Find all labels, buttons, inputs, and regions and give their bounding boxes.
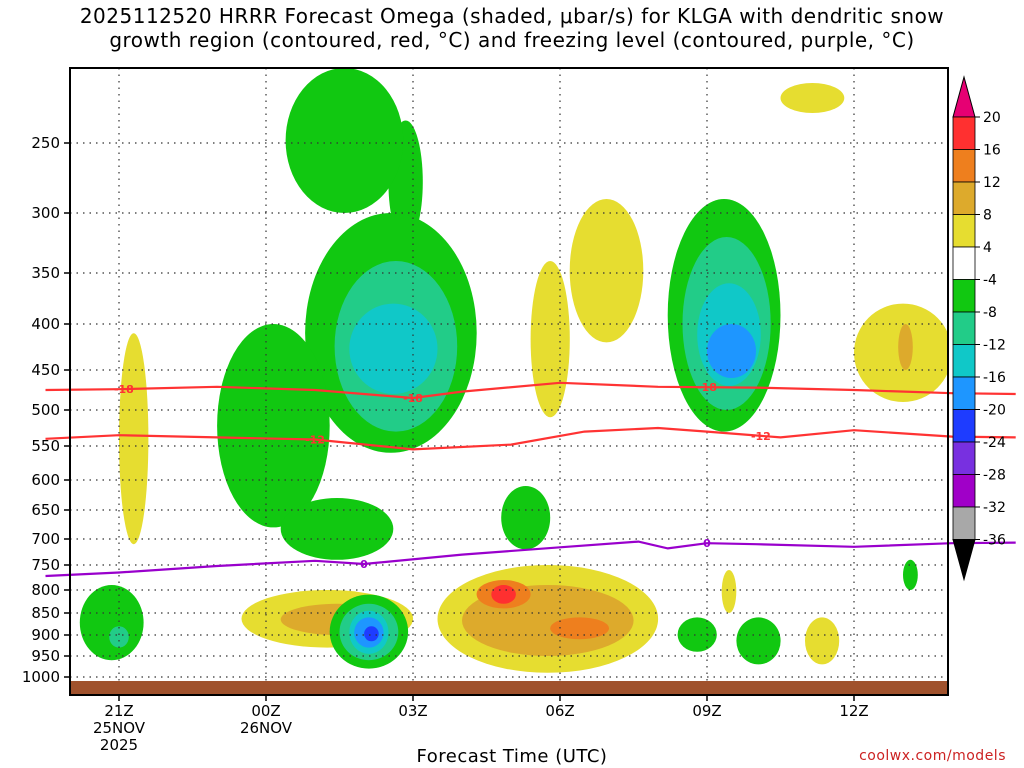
contour-layer: -18 -18 -18 -12 -12 0 0	[45, 381, 1016, 578]
x-tick-label-0-2: 2025	[100, 736, 138, 754]
omega-region-35	[721, 570, 737, 613]
omega-region-24	[550, 617, 609, 640]
omega-region-11	[501, 486, 551, 550]
y-tick-label-400: 400	[31, 315, 60, 333]
colorbar-label-8: -16	[983, 370, 1006, 386]
contour-dgz-minus18	[45, 381, 1016, 400]
chart-title: 2025112520 HRRR Forecast Omega (shaded, …	[0, 4, 1024, 52]
x-axis-title: Forecast Time (UTC)	[416, 746, 608, 767]
omega-shading-layer	[79, 68, 948, 673]
colorbar-label-3: 8	[983, 208, 992, 224]
y-tick-label-700: 700	[31, 530, 60, 548]
colorbar-label-1: 16	[983, 143, 1001, 159]
omega-region-4	[280, 498, 394, 560]
colorbar-swatch-12	[952, 506, 976, 540]
omega-region-1	[285, 68, 404, 213]
colorbar-swatch-1	[952, 149, 976, 183]
colorbar-label-9: -20	[983, 403, 1006, 419]
omega-region-7	[349, 303, 438, 394]
omega-region-33	[736, 617, 781, 665]
colorbar-swatch-5	[952, 279, 976, 313]
omega-region-34	[805, 617, 840, 665]
contour-label-freezing-level: 0	[703, 537, 711, 550]
colorbar-label-6: -8	[983, 305, 997, 321]
credit-text: coolwx.com/models	[859, 748, 1006, 764]
x-tick-label-0-1: 25NOV	[93, 719, 146, 737]
colorbar-label-12: -32	[983, 500, 1006, 516]
y-tick-label-850: 850	[31, 604, 60, 622]
colorbar-swatch-2	[952, 181, 976, 215]
colorbar-label-7: -12	[983, 338, 1006, 354]
x-tick-label-9-0: 06Z	[545, 702, 574, 720]
contour-label-freezing-level: 0	[360, 558, 368, 571]
y-tick-label-600: 600	[31, 471, 60, 489]
colorbar-label-0: 20	[983, 110, 1001, 126]
colorbar-swatch-4	[952, 246, 976, 280]
colorbar-top-triangle	[952, 75, 976, 118]
colorbar-swatch-6	[952, 311, 976, 345]
omega-region-25	[79, 585, 144, 661]
colorbar-swatch-11	[952, 474, 976, 508]
y-tick-label-300: 300	[31, 204, 60, 222]
y-tick-label-450: 450	[31, 361, 60, 379]
colorbar-swatch-0	[952, 116, 976, 150]
chart-title-line1: 2025112520 HRRR Forecast Omega (shaded, …	[79, 4, 945, 28]
y-axis: 250 300 350 400 450 500 550 600 650 700 750 800 850 9…	[22, 134, 70, 686]
x-tick-label-15-0: 12Z	[839, 702, 868, 720]
y-tick-label-800: 800	[31, 581, 60, 599]
colorbar-swatch-10	[952, 441, 976, 475]
y-tick-label-750: 750	[31, 556, 60, 574]
y-tick-label-950: 950	[31, 647, 60, 665]
colorbar-bottom-triangle	[952, 539, 976, 582]
x-tick-label-3-0: 00Z	[251, 702, 280, 720]
colorbar-label-2: 12	[983, 175, 1001, 191]
omega-region-32	[677, 617, 717, 652]
omega-region-17	[780, 83, 845, 113]
y-tick-label-350: 350	[31, 264, 60, 282]
omega-region-3	[217, 324, 330, 528]
omega-region-12	[119, 333, 149, 545]
x-tick-label-0-0: 21Z	[104, 702, 133, 720]
omega-region-14	[530, 261, 570, 418]
x-tick-label-3-1: 26NOV	[240, 719, 293, 737]
omega-region-13	[569, 199, 644, 343]
contour-label-dgz-minus12: -12	[305, 434, 325, 447]
chart-title-line2: growth region (contoured, red, °C) and f…	[109, 28, 915, 52]
colorbar-label-11: -28	[983, 468, 1006, 484]
omega-region-31	[364, 626, 379, 642]
colorbar-swatch-3	[952, 214, 976, 248]
colorbar-swatch-9	[952, 409, 976, 443]
colorbar-swatch-8	[952, 376, 976, 410]
contour-freezing-level	[45, 540, 1016, 578]
ground-surface	[70, 681, 948, 695]
colorbar-label-5: -4	[983, 273, 997, 289]
grid-layer	[70, 68, 948, 695]
colorbar-label-10: -24	[983, 435, 1006, 451]
colorbar: 20 16 12 8 4 -4 -8 -12 -16 -20 -24 -28 -32 -36	[952, 75, 1006, 582]
omega-region-26	[109, 626, 129, 648]
contour-label-dgz-minus18: -18	[403, 392, 423, 405]
y-tick-label-900: 900	[31, 626, 60, 644]
omega-region-10	[707, 324, 756, 378]
contour-label-dgz-minus18: -18	[114, 383, 134, 396]
colorbar-label-13: -36	[983, 533, 1006, 549]
omega-region-23	[491, 585, 516, 604]
x-tick-label-12-0: 09Z	[692, 702, 721, 720]
colorbar-label-4: 4	[983, 240, 992, 256]
omega-region-36	[903, 559, 918, 591]
colorbar-swatch-7	[952, 344, 976, 378]
contour-label-dgz-minus18: -18	[697, 381, 717, 394]
y-tick-label-250: 250	[31, 134, 60, 152]
y-tick-label-1000: 1000	[22, 668, 60, 686]
contour-dgz-minus12	[45, 426, 1016, 451]
plot-frame	[69, 67, 949, 696]
contour-label-dgz-minus12: -12	[751, 430, 771, 443]
y-tick-label-550: 550	[31, 437, 60, 455]
x-tick-label-6-0: 03Z	[398, 702, 427, 720]
y-tick-label-500: 500	[31, 401, 60, 419]
y-tick-label-650: 650	[31, 501, 60, 519]
omega-region-16	[898, 324, 913, 370]
